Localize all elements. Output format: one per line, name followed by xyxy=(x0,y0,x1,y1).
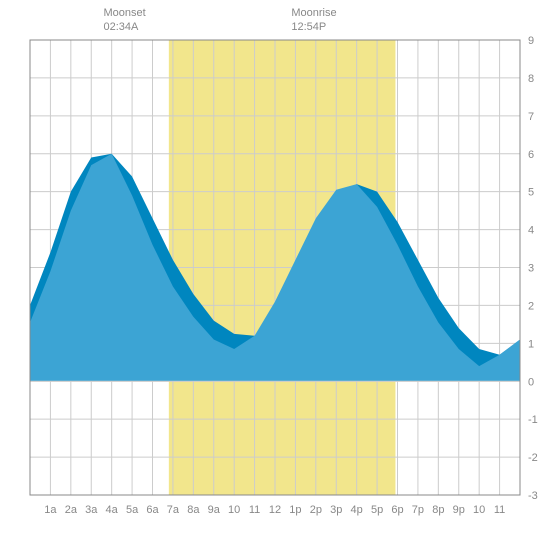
moonset-time: 02:34A xyxy=(104,20,146,34)
y-tick: -3 xyxy=(528,490,538,502)
x-tick: 3a xyxy=(85,504,98,516)
y-tick: 7 xyxy=(528,111,534,123)
y-tick: 8 xyxy=(528,73,534,85)
x-tick: 6p xyxy=(391,504,403,516)
x-tick: 1p xyxy=(289,504,301,516)
y-tick: 9 xyxy=(528,35,534,47)
x-tick: 8p xyxy=(432,504,444,516)
y-tick: 0 xyxy=(528,376,534,388)
y-tick: -2 xyxy=(528,452,538,464)
x-tick: 2a xyxy=(65,504,78,516)
moonrise-title: Moonrise xyxy=(291,6,336,20)
y-tick: 1 xyxy=(528,338,534,350)
y-tick: 6 xyxy=(528,149,534,161)
x-tick: 5p xyxy=(371,504,383,516)
x-tick: 6a xyxy=(146,504,159,516)
x-tick: 8a xyxy=(187,504,200,516)
y-tick: 3 xyxy=(528,263,534,275)
chart-svg: -3-2-101234567891a2a3a4a5a6a7a8a9a101112… xyxy=(0,0,550,550)
moonset-label: Moonset02:34A xyxy=(104,6,146,35)
x-tick: 11 xyxy=(249,504,260,516)
x-tick: 7p xyxy=(412,504,424,516)
y-tick: 4 xyxy=(528,225,534,237)
x-tick: 9a xyxy=(208,504,221,516)
tide-chart: -3-2-101234567891a2a3a4a5a6a7a8a9a101112… xyxy=(0,0,550,550)
moonrise-time: 12:54P xyxy=(291,20,336,34)
x-tick: 10 xyxy=(473,504,485,516)
y-tick: 5 xyxy=(528,187,534,199)
x-tick: 7a xyxy=(167,504,180,516)
x-tick: 12 xyxy=(269,504,281,516)
x-tick: 5a xyxy=(126,504,139,516)
x-tick: 10 xyxy=(228,504,240,516)
moonset-title: Moonset xyxy=(104,6,146,20)
x-tick: 9p xyxy=(453,504,465,516)
x-tick: 11 xyxy=(494,504,505,516)
x-tick: 1a xyxy=(44,504,57,516)
x-tick: 2p xyxy=(310,504,322,516)
x-tick: 4p xyxy=(351,504,363,516)
y-tick: -1 xyxy=(528,414,538,426)
x-tick: 3p xyxy=(330,504,342,516)
moonrise-label: Moonrise12:54P xyxy=(291,6,336,35)
x-tick: 4a xyxy=(106,504,119,516)
y-tick: 2 xyxy=(528,300,534,312)
